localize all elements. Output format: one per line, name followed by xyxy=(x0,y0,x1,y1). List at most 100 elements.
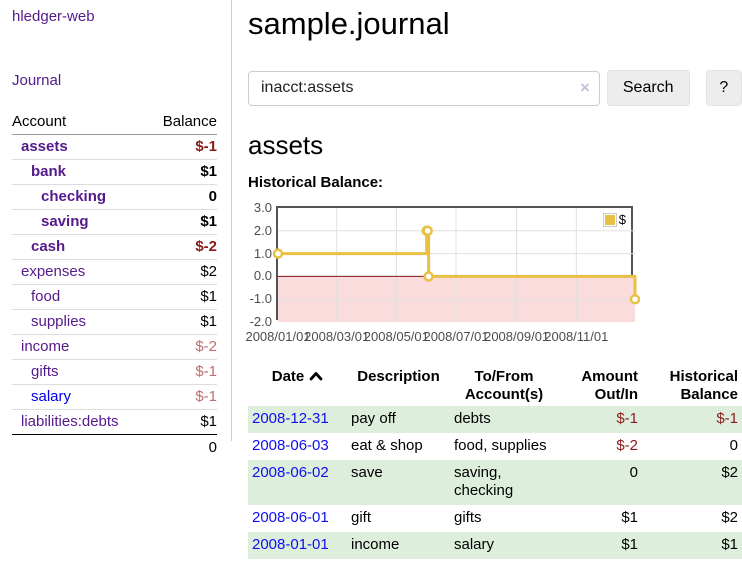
help-button[interactable]: ? xyxy=(705,70,742,106)
account-name-cell: saving xyxy=(12,209,148,235)
account-name-cell: checking xyxy=(12,184,148,210)
register-accounts-cell: gifts xyxy=(454,509,482,526)
search-input[interactable] xyxy=(248,70,600,106)
account-row: income $-2 xyxy=(12,334,217,360)
account-balance: $-2 xyxy=(147,334,217,360)
x-axis-tick-label: 2008/11/01 xyxy=(544,329,609,344)
account-balance: 0 xyxy=(147,184,217,210)
accounts-header-balance: Balance xyxy=(147,111,217,135)
register-row: 2008-01-01 income salary $1 $1 xyxy=(248,532,742,559)
accounts-total-row: 0 xyxy=(12,434,217,461)
y-axis-tick-label: 0.0 xyxy=(253,268,272,284)
register-amount-cell: $1 xyxy=(621,536,638,553)
transaction-date-link[interactable]: 2008-06-02 xyxy=(252,464,329,481)
account-name-cell: bank xyxy=(12,159,148,185)
accounts-total-value: 0 xyxy=(12,434,217,461)
sort-asc-icon[interactable] xyxy=(309,370,323,382)
register-date-cell: 2008-06-03 xyxy=(248,433,347,460)
x-axis-tick-label: 2008/07/01 xyxy=(423,329,489,344)
account-balance: $-1 xyxy=(147,384,217,410)
account-link[interactable]: food xyxy=(31,288,61,305)
account-link[interactable]: supplies xyxy=(31,313,87,330)
account-name-cell: cash xyxy=(12,234,148,260)
account-balance: $1 xyxy=(147,209,217,235)
register-description-cell: eat & shop xyxy=(351,437,423,454)
transaction-date-link[interactable]: 2008-12-31 xyxy=(252,410,329,427)
account-row: checking 0 xyxy=(12,184,217,210)
account-balance: $-1 xyxy=(195,138,217,155)
search-button[interactable]: Search xyxy=(606,70,690,106)
account-balance: $1 xyxy=(147,409,217,435)
register-balance-cell: $2 xyxy=(721,509,738,526)
sidebar: hledger-web Journal Account Balance asse… xyxy=(0,0,232,461)
account-balance: $2 xyxy=(147,259,217,285)
register-date-cell: 2008-01-01 xyxy=(248,532,347,559)
account-row: liabilities:debts $1 xyxy=(12,409,217,435)
account-link[interactable]: bank xyxy=(31,163,67,180)
transaction-date-link[interactable]: 2008-06-03 xyxy=(252,437,329,454)
account-heading: assets xyxy=(248,130,324,160)
account-link[interactable]: assets xyxy=(21,138,68,155)
chart-plot-area: $ xyxy=(272,206,641,322)
x-axis-tick-label: 2008/01/01 xyxy=(245,329,311,344)
account-link[interactable]: income xyxy=(21,338,70,355)
search-box: × xyxy=(248,70,600,106)
account-row: food $1 xyxy=(12,284,217,310)
register-row: 2008-06-03 eat & shop food, supplies $-2 0 xyxy=(248,433,742,460)
register-accounts-cell: saving, checking xyxy=(454,464,514,499)
register-balance-cell: $1 xyxy=(721,536,738,553)
account-link[interactable]: cash xyxy=(31,238,66,255)
nav-journal: Journal xyxy=(12,72,217,89)
search-row: × Search ? xyxy=(248,70,742,106)
account-balance: $1 xyxy=(147,309,217,335)
account-link[interactable]: checking xyxy=(41,188,107,205)
clear-search-icon[interactable]: × xyxy=(579,77,590,97)
register-description-cell: gift xyxy=(351,509,372,526)
register-amount-cell: $-2 xyxy=(616,437,638,454)
account-row: cash $-2 xyxy=(12,234,217,260)
register-accounts-cell: salary xyxy=(454,536,495,553)
register-amount-cell: 0 xyxy=(629,464,638,481)
transaction-date-link[interactable]: 2008-06-01 xyxy=(252,509,329,526)
register-table: Date Description To/From Account(s) Amount Ou… xyxy=(248,366,742,559)
register-description-cell: income xyxy=(351,536,400,553)
account-name-cell: food xyxy=(12,284,148,310)
accounts-header-account: Account xyxy=(12,111,148,135)
register-col-historical: Historical Balance xyxy=(669,368,738,403)
app-brand: hledger-web xyxy=(12,8,217,25)
y-axis-tick-label: 3.0 xyxy=(253,200,272,215)
account-link[interactable]: expenses xyxy=(21,263,86,280)
chart-legend: $ xyxy=(602,212,626,227)
account-balance: $1 xyxy=(147,159,217,185)
y-axis-tick-label: -2.0 xyxy=(249,314,272,329)
register-row: 2008-06-01 gift gifts $1 $2 xyxy=(248,505,742,532)
account-name-cell: salary xyxy=(12,384,148,410)
register-date-cell: 2008-12-31 xyxy=(248,406,347,433)
account-link[interactable]: liabilities:debts xyxy=(21,413,119,430)
account-name-cell: supplies xyxy=(12,309,148,335)
register-accounts-cell: debts xyxy=(454,410,491,427)
account-name-cell: gifts xyxy=(12,359,148,385)
x-axis-tick-label: 2008/03/01 xyxy=(304,329,370,344)
account-link[interactable]: saving xyxy=(41,213,89,230)
account-row: expenses $2 xyxy=(12,259,217,285)
account-balance: $-2 xyxy=(147,234,217,260)
register-balance-cell: $-1 xyxy=(716,410,738,427)
account-row: salary $-1 xyxy=(12,384,217,410)
transaction-date-link[interactable]: 2008-01-01 xyxy=(252,536,329,553)
y-axis-tick-label: -1.0 xyxy=(249,291,272,307)
account-row: saving $1 xyxy=(12,209,217,235)
brand-link[interactable]: hledger-web xyxy=(12,8,95,25)
register-date-cell: 2008-06-02 xyxy=(248,460,347,505)
account-balance: $-1 xyxy=(147,359,217,385)
account-row: supplies $1 xyxy=(12,309,217,335)
account-link[interactable]: gifts xyxy=(31,363,59,380)
chart-label: Historical Balance: xyxy=(248,174,384,191)
register-col-date[interactable]: Date xyxy=(248,366,347,406)
y-axis-tick-label: 1.0 xyxy=(253,245,272,261)
account-link[interactable]: salary xyxy=(31,388,72,405)
page-title: sample.journal xyxy=(248,6,450,41)
account-row: bank $1 xyxy=(12,159,217,185)
journal-link[interactable]: Journal xyxy=(12,72,62,89)
account-balance: $1 xyxy=(147,284,217,310)
